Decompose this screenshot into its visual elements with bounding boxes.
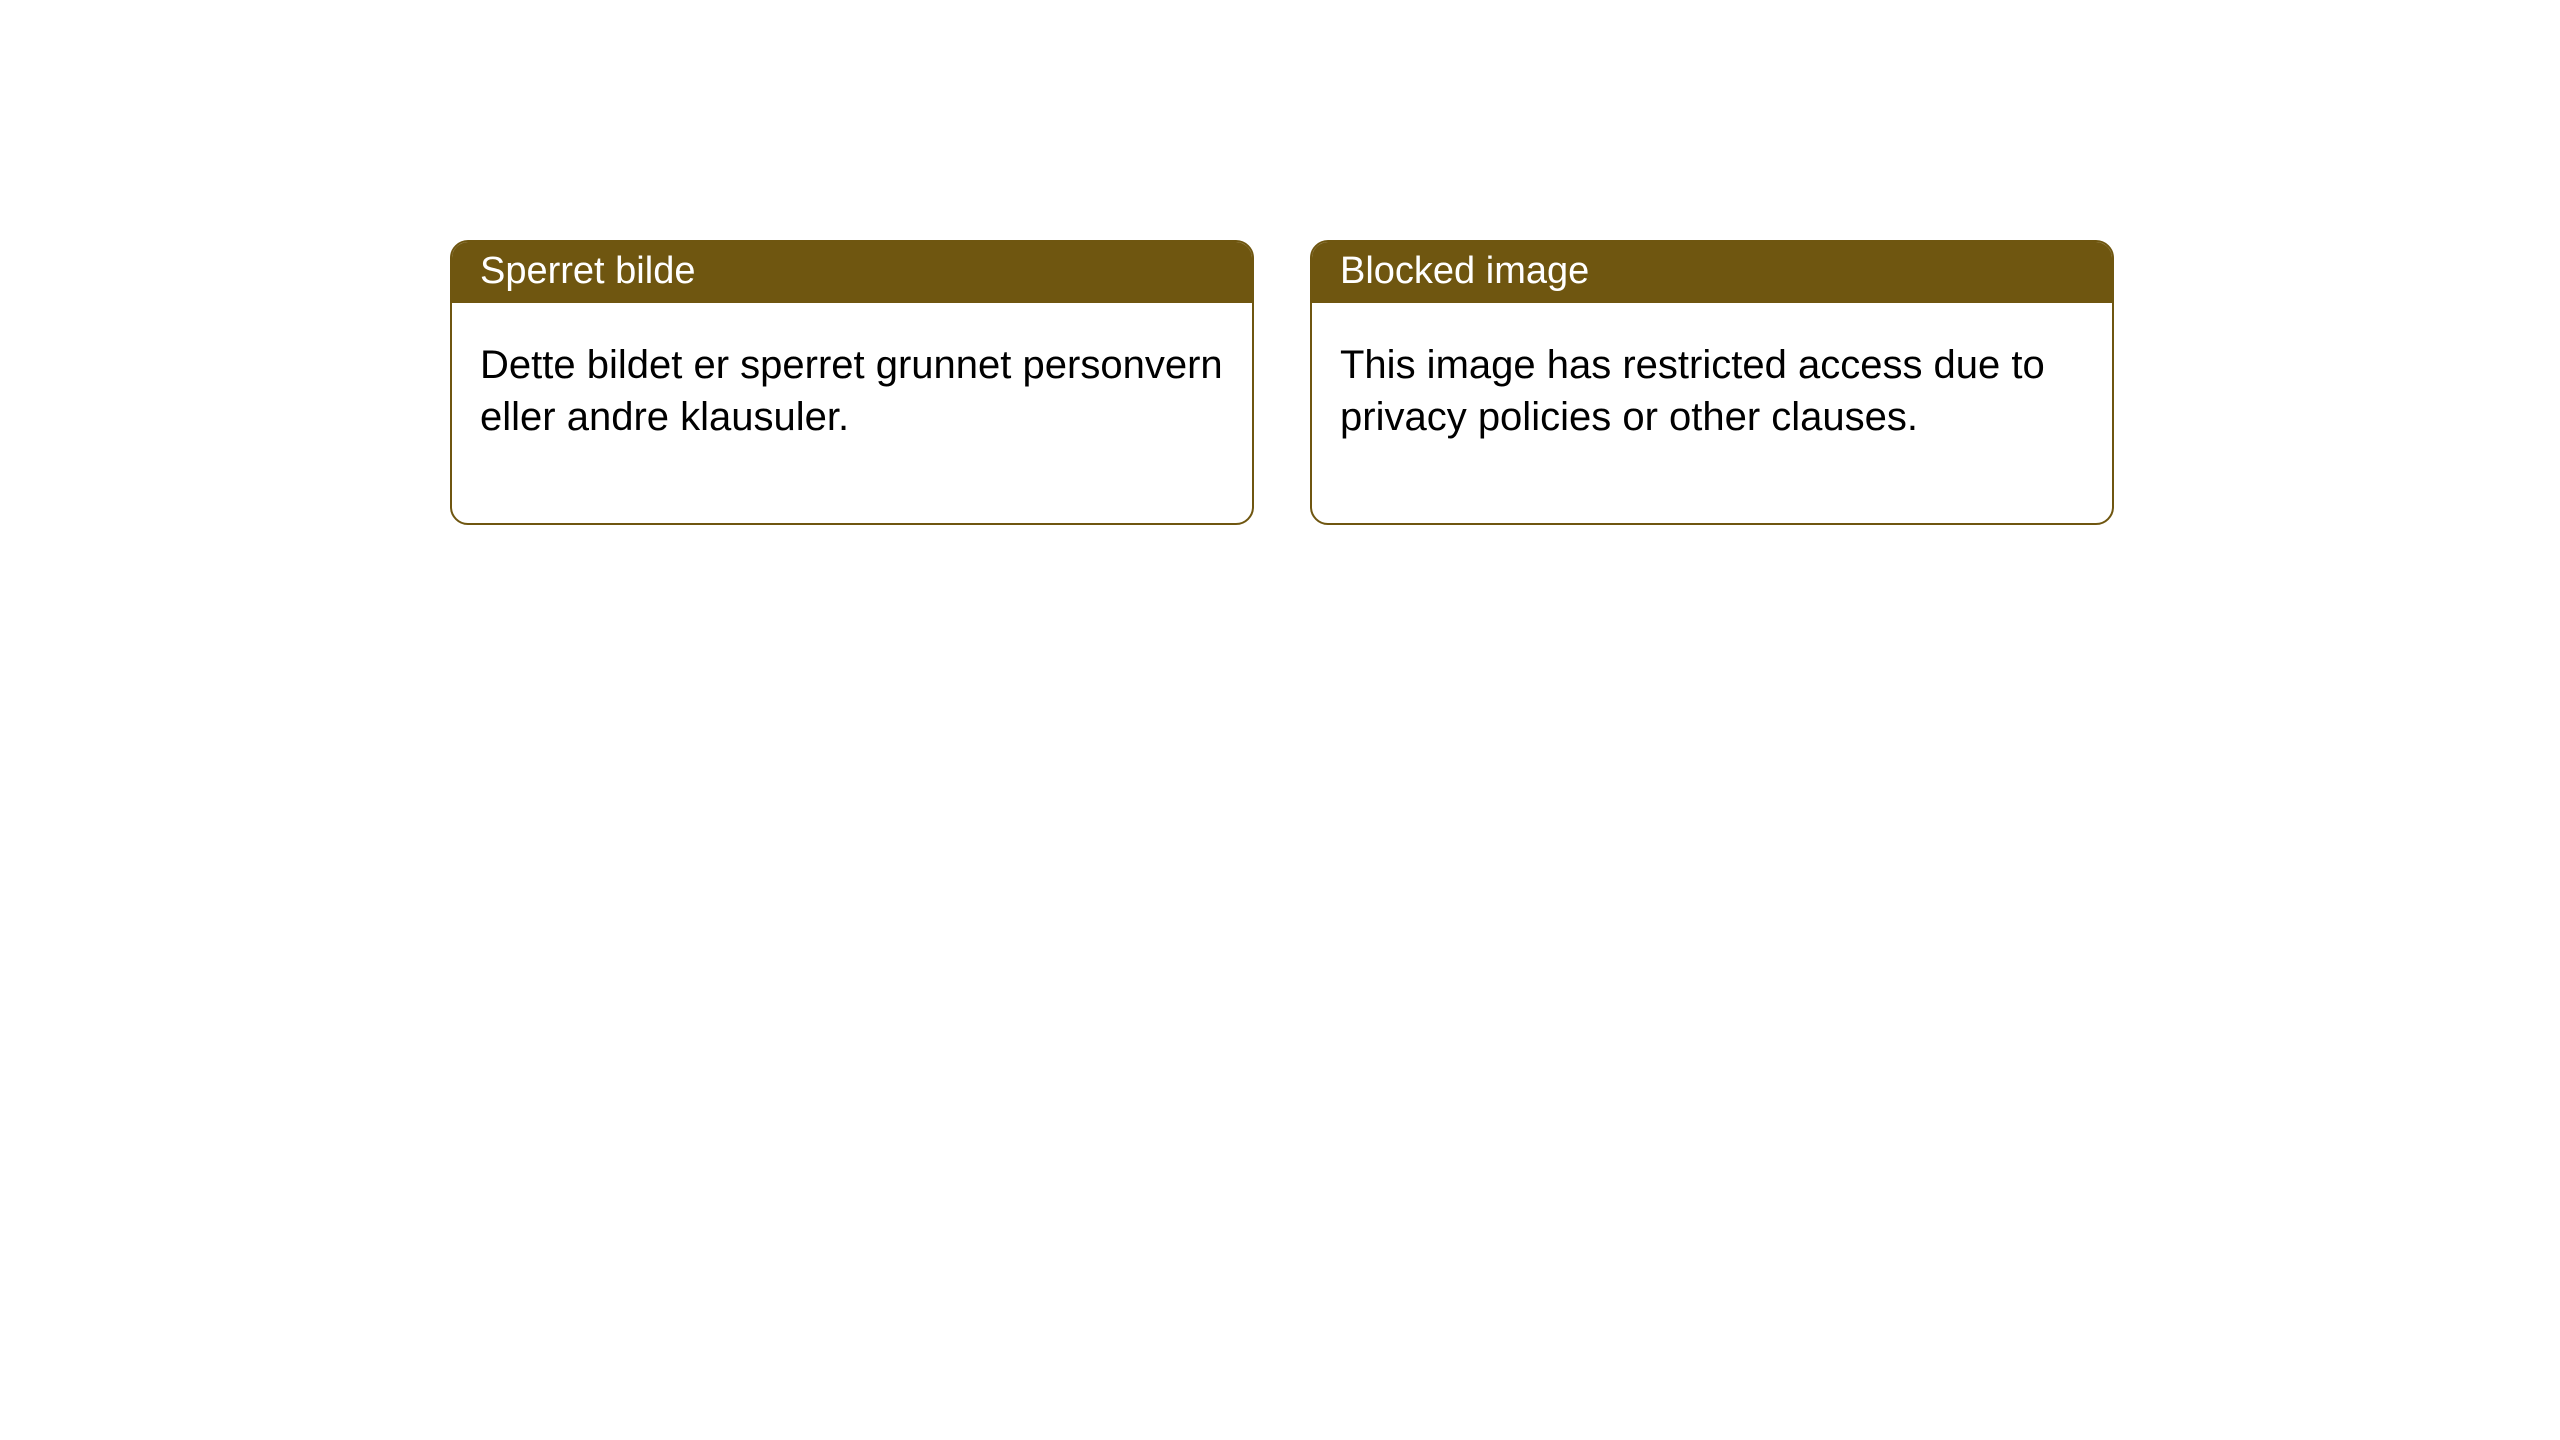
- blocked-image-card-no: Sperret bilde Dette bildet er sperret gr…: [450, 240, 1254, 525]
- card-header-no: Sperret bilde: [452, 242, 1252, 303]
- card-header-en: Blocked image: [1312, 242, 2112, 303]
- blocked-image-card-en: Blocked image This image has restricted …: [1310, 240, 2114, 525]
- card-body-no: Dette bildet er sperret grunnet personve…: [452, 303, 1252, 523]
- notice-container: Sperret bilde Dette bildet er sperret gr…: [0, 0, 2560, 525]
- card-body-en: This image has restricted access due to …: [1312, 303, 2112, 523]
